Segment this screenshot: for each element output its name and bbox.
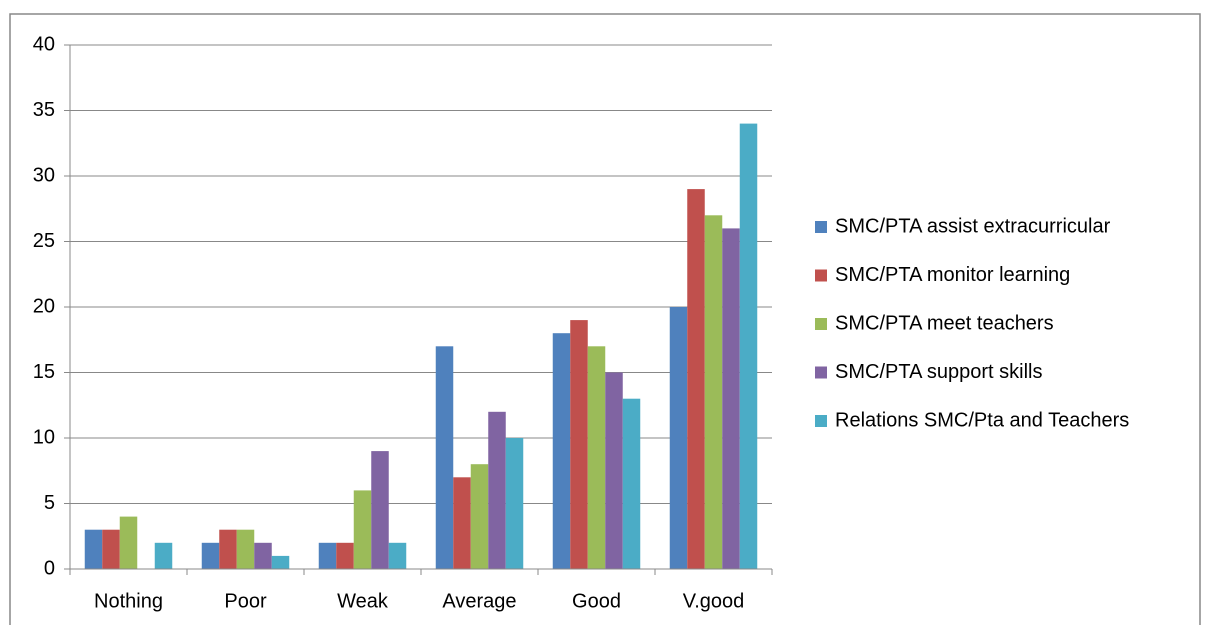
- bar: [488, 411, 506, 569]
- bar: [587, 346, 606, 569]
- bar: [704, 215, 723, 570]
- y-tick-label: 5: [44, 492, 55, 514]
- legend-label: SMC/PTA monitor learning: [835, 264, 1070, 286]
- bar: [570, 320, 588, 569]
- bar: [669, 307, 688, 569]
- bar: [552, 333, 571, 569]
- bar: [271, 555, 290, 569]
- bar: [84, 529, 103, 569]
- bar: [470, 464, 489, 569]
- bar: [622, 398, 641, 569]
- bar: [687, 189, 705, 569]
- bar: [435, 346, 454, 569]
- bar: [453, 477, 471, 569]
- y-tick-label: 15: [33, 361, 55, 383]
- legend-swatch: [815, 221, 827, 233]
- bar: [254, 542, 272, 569]
- bar: [505, 438, 524, 569]
- legend-label: SMC/PTA meet teachers: [835, 312, 1054, 334]
- y-tick-label: 25: [33, 230, 55, 252]
- x-tick-label: Average: [442, 590, 516, 612]
- bar: [219, 529, 237, 569]
- y-tick-label: 20: [33, 295, 55, 317]
- bar: [353, 490, 372, 569]
- x-tick-label: Good: [572, 590, 621, 612]
- bar: [236, 529, 255, 569]
- legend-label: Relations SMC/Pta and Teachers: [835, 409, 1129, 431]
- legend-swatch: [815, 269, 827, 282]
- x-tick-label: Poor: [224, 590, 267, 612]
- bar: [371, 451, 389, 569]
- bar: [102, 529, 120, 569]
- y-tick-label: 35: [33, 99, 55, 121]
- legend-swatch: [815, 318, 827, 330]
- legend-label: SMC/PTA assist extracurricular: [835, 215, 1111, 237]
- bar: [605, 372, 623, 569]
- bar: [722, 228, 740, 569]
- bar: [388, 542, 407, 569]
- legend-swatch: [815, 415, 827, 427]
- bar: [739, 123, 758, 569]
- bar: [318, 542, 337, 569]
- bar: [119, 516, 138, 569]
- x-tick-label: Weak: [337, 590, 389, 612]
- x-tick-label: V.good: [683, 590, 745, 612]
- x-tick-label: Nothing: [94, 590, 163, 612]
- y-tick-label: 40: [33, 33, 55, 55]
- legend-label: SMC/PTA support skills: [835, 361, 1042, 383]
- legend-swatch: [815, 366, 827, 379]
- bar: [336, 542, 354, 569]
- y-tick-label: 10: [33, 426, 55, 448]
- y-tick-label: 30: [33, 164, 55, 186]
- bar: [154, 542, 173, 569]
- y-tick-label: 0: [44, 557, 55, 579]
- bar: [201, 542, 220, 569]
